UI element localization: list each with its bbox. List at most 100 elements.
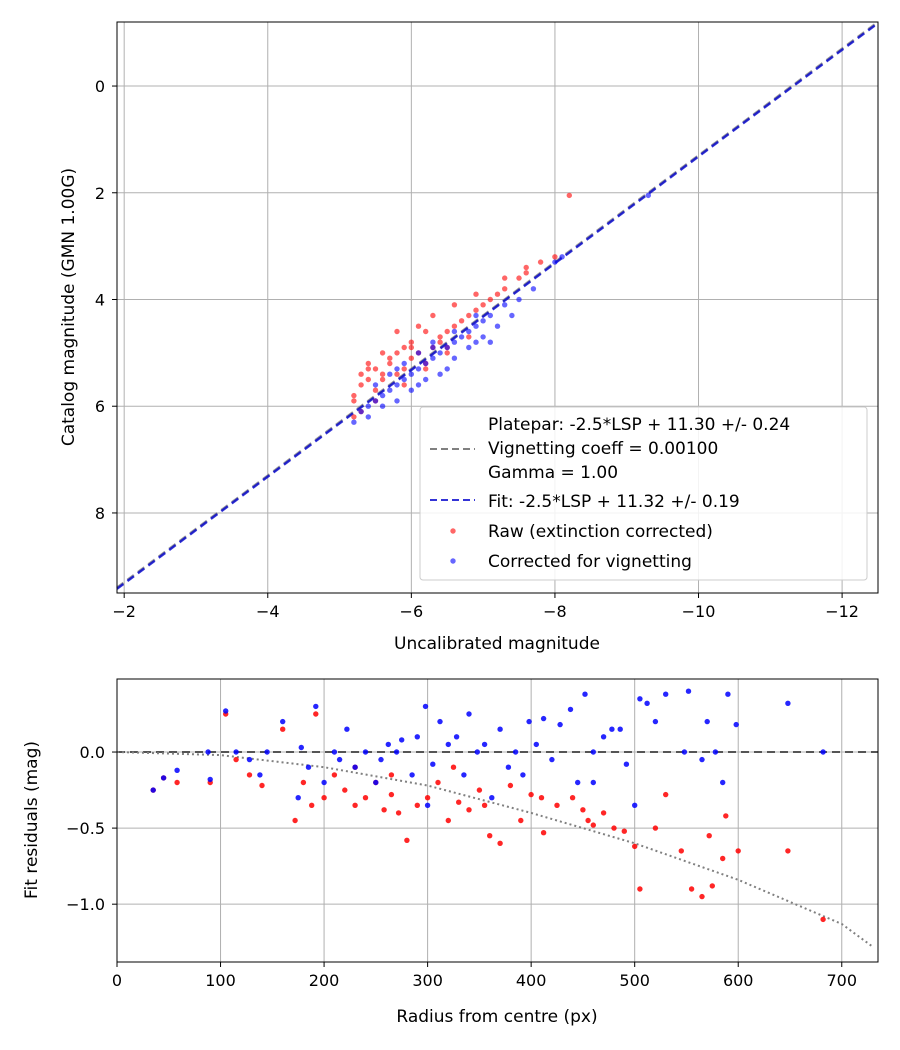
bottom-corrected-point	[331, 749, 338, 755]
bottom-corrected-point	[533, 741, 539, 748]
top-raw-extinction-corrected-point	[451, 323, 458, 329]
bottom-raw-point	[404, 837, 410, 843]
bottom-raw-point	[362, 795, 369, 801]
bottom-raw-point	[720, 855, 726, 862]
bottom-raw-point	[466, 807, 472, 813]
bottom-raw-point	[528, 791, 534, 798]
top-raw-extinction-corrected-point	[516, 275, 522, 281]
top-corrected-for-vignetting-point	[645, 192, 651, 199]
bottom-x-tick-label: 600	[723, 971, 754, 990]
bottom-corrected-point	[712, 749, 719, 755]
top-x-tick-label: −6	[400, 602, 424, 621]
legend-gamma-label: Gamma = 1.00	[488, 463, 618, 483]
bottom-y-tick-label: 0.0	[80, 743, 105, 762]
bottom-corrected-point	[362, 749, 369, 755]
bottom-corrected-point	[313, 703, 319, 710]
top-raw-extinction-corrected-point	[401, 344, 407, 351]
bottom-corrected-point	[246, 756, 253, 763]
bottom-x-tick-label: 200	[309, 971, 340, 990]
top-points	[351, 192, 651, 425]
bottom-corrected-point	[461, 772, 467, 778]
bottom-corrected-point	[321, 779, 327, 786]
top-corrected-for-vignetting-point	[379, 392, 386, 399]
top-corrected-for-vignetting-point	[408, 371, 414, 377]
top-corrected-for-vignetting-point	[466, 328, 472, 335]
bottom-raw-point	[174, 779, 180, 786]
legend-raw-label: Raw (extinction corrected)	[488, 522, 713, 542]
bottom-corrected-point	[623, 761, 630, 767]
top-raw-extinction-corrected-point	[372, 387, 379, 393]
bottom-corrected-point	[652, 718, 659, 725]
top-corrected-for-vignetting-point	[423, 360, 429, 367]
top-corrected-for-vignetting-point	[430, 339, 436, 345]
top-corrected-for-vignetting-point	[516, 296, 522, 303]
bottom-corrected-point	[298, 744, 304, 751]
bottom-corrected-point	[174, 767, 180, 773]
bottom-raw-point	[632, 843, 638, 850]
bottom-raw-point	[395, 810, 402, 816]
bottom-raw-point	[233, 756, 239, 763]
bottom-y-tick-label: −0.5	[66, 819, 105, 838]
top-raw-extinction-corrected-point	[387, 355, 393, 361]
bottom-x-tick-label: 0	[112, 971, 122, 990]
bottom-corrected-point	[540, 715, 547, 722]
bottom-raw-point	[388, 791, 395, 798]
bottom-corrected-point	[424, 802, 431, 808]
bottom-raw-point	[590, 822, 596, 828]
top-corrected-for-vignetting-point	[487, 339, 493, 345]
bottom-raw-point	[621, 828, 627, 834]
top-raw-extinction-corrected-point	[365, 376, 371, 383]
bottom-corrected-point	[150, 787, 156, 793]
top-corrected-for-vignetting-point	[487, 312, 493, 319]
top-lines	[116, 20, 879, 590]
bottom-corrected-point	[617, 726, 623, 732]
top-raw-extinction-corrected-point	[365, 360, 371, 367]
top-raw-extinction-corrected-point	[408, 355, 414, 361]
bottom-y-tick-label: −1.0	[66, 895, 105, 914]
bottom-raw-point	[507, 782, 514, 789]
top-y-tick-label: 6	[95, 397, 105, 416]
top-corrected-for-vignetting-point	[372, 382, 379, 388]
legend-corrected-label: Corrected for vignetting	[488, 552, 692, 572]
top-raw-extinction-corrected-point	[451, 302, 458, 308]
bottom-corrected-point	[590, 779, 596, 786]
top-corrected-for-vignetting-point	[415, 382, 422, 388]
top-corrected-for-vignetting-point	[437, 350, 443, 356]
top-corrected-for-vignetting-point	[372, 398, 379, 404]
top-corrected-for-vignetting-point	[437, 371, 443, 377]
top-raw-extinction-corrected-point	[423, 328, 429, 335]
bottom-corrected-point	[481, 741, 488, 748]
bottom-lines	[116, 751, 878, 948]
top-corrected-for-vignetting-point	[480, 334, 486, 340]
top-raw-extinction-corrected-point	[444, 350, 450, 356]
bottom-corrected-point	[582, 691, 588, 697]
top-raw-extinction-corrected-point	[351, 414, 357, 420]
top-raw-extinction-corrected-point	[358, 382, 364, 388]
top-raw-extinction-corrected-point	[523, 264, 529, 271]
top-raw-extinction-corrected-point	[423, 366, 429, 372]
bottom-corrected-point	[422, 703, 429, 710]
bottom-corrected-point	[600, 734, 607, 740]
bottom-corrected-point	[295, 795, 301, 801]
bottom-raw-point	[688, 886, 695, 892]
legend-box	[419, 406, 868, 581]
top-corrected-for-vignetting-point	[387, 371, 393, 377]
bottom-corrected-point	[725, 691, 731, 697]
bottom-corrected-point	[280, 718, 286, 725]
bottom-raw-point	[820, 916, 826, 923]
bottom-raw-point	[663, 791, 669, 798]
bottom-raw-point	[554, 802, 560, 808]
bottom-raw-point	[580, 807, 586, 813]
legend-fit-label: Fit: -2.5*LSP + 11.32 +/- 0.19	[488, 492, 740, 512]
bottom-corrected-point	[430, 761, 436, 767]
bottom-raw-point	[381, 807, 387, 813]
bottom-corrected-point	[378, 756, 384, 763]
top-raw-extinction-corrected-point	[473, 291, 479, 297]
bottom-corrected-point	[414, 734, 420, 740]
bottom-x-tick-label: 400	[516, 971, 547, 990]
bottom-corrected-point	[733, 721, 739, 728]
top-raw-extinction-corrected-point	[537, 259, 544, 265]
top-raw-extinction-corrected-point	[444, 328, 450, 335]
top-raw-extinction-corrected-point	[473, 307, 479, 313]
bottom-x-tick-label: 100	[205, 971, 236, 990]
